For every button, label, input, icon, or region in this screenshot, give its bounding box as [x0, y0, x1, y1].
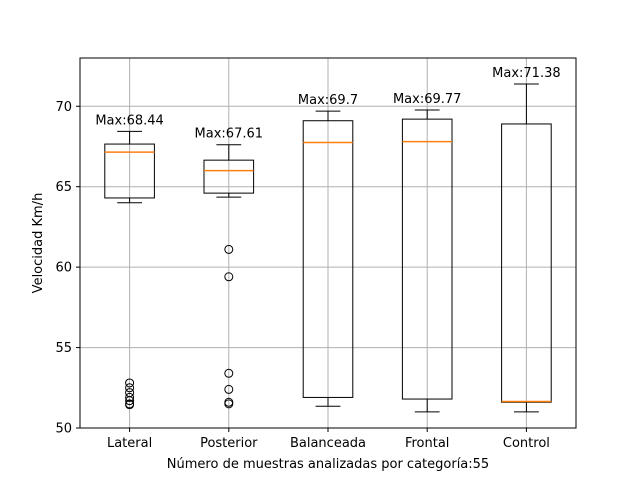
max-annotation: Max:69.7: [298, 93, 358, 108]
max-annotation: Max:71.38: [492, 66, 560, 81]
x-tick-label: Control: [503, 436, 550, 451]
box-group-posterior: [203, 144, 255, 409]
iqr-box: [401, 118, 453, 400]
y-axis-label: Velocidad Km/h: [31, 193, 46, 294]
y-tick-label: 60: [55, 261, 72, 276]
box-group-balanceada: [302, 110, 354, 407]
max-annotation: Max:67.61: [195, 127, 263, 142]
iqr-box: [501, 123, 552, 403]
grid-lines: [80, 58, 576, 429]
outlier-point: [224, 368, 234, 378]
x-axis-label: Número de muestras analizadas por catego…: [167, 457, 489, 472]
x-tick-label: Frontal: [405, 436, 449, 451]
box-group-control: [501, 83, 552, 413]
outlier-point: [125, 378, 135, 388]
outlier-point: [224, 384, 234, 394]
box-group-lateral: [104, 130, 155, 410]
outlier-point: [125, 392, 135, 402]
outlier-point: [125, 396, 135, 406]
outlier-point: [224, 244, 234, 254]
max-annotation: Max:69.77: [393, 92, 461, 107]
x-tick-label: Lateral: [107, 436, 152, 451]
outlier-point: [125, 400, 135, 410]
max-annotations: Max:68.44 Max:67.61 Max:69.7 Max:69.77 Max:7…: [95, 66, 560, 142]
iqr-box: [203, 159, 255, 194]
y-tick-label: 50: [55, 422, 72, 437]
box-group-frontal: [401, 109, 453, 413]
outlier-point: [224, 272, 234, 282]
x-tick-label: Posterior: [200, 436, 258, 451]
box-series: [104, 83, 552, 413]
outlier-point: [125, 383, 135, 393]
axis-ticks: 50 55 60 65 70 Lateral Posterior Balanceada Fron…: [55, 100, 549, 451]
iqr-box: [104, 143, 155, 199]
outlier-point: [224, 399, 234, 409]
y-tick-label: 70: [55, 100, 72, 115]
x-tick-label: Balanceada: [290, 436, 366, 451]
max-annotation: Max:68.44: [95, 113, 163, 128]
y-tick-label: 65: [55, 180, 72, 195]
y-tick-label: 55: [55, 341, 72, 356]
iqr-box: [302, 120, 354, 398]
